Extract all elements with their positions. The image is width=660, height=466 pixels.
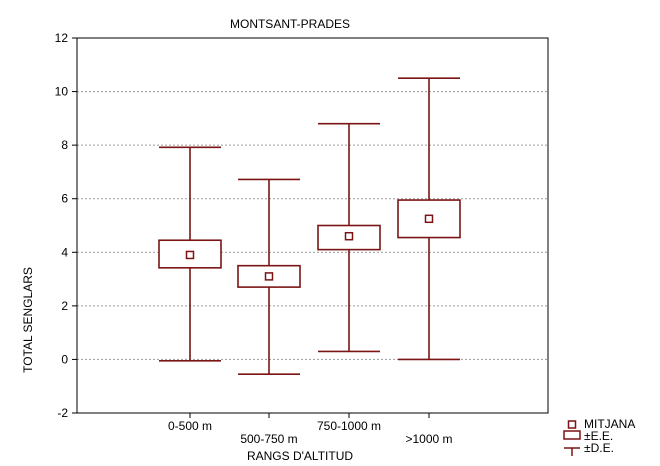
legend-mean-icon (567, 420, 577, 429)
x-tick-label: 0-500 m (168, 419, 212, 433)
plot-area: -2 0 2 4 6 8 10 12 0-500 m 500-750 m 750-1000 m >10… (55, 31, 549, 446)
mean-marker (424, 214, 434, 224)
x-tick-label: >1000 m (405, 432, 452, 446)
y-tick-label: 8 (61, 138, 68, 152)
mean-marker (185, 250, 195, 260)
y-tick-label: 0 (61, 352, 68, 366)
plot-frame (76, 37, 549, 414)
chart-title: MONTSANT-PRADES (230, 17, 350, 31)
y-tick-label: 2 (61, 299, 68, 313)
mean-marker (264, 272, 274, 281)
legend-se-icon (563, 430, 581, 440)
y-tick-label: 6 (61, 192, 68, 206)
legend-item-label: MITJANA (584, 417, 635, 431)
y-axis-label: TOTAL SENGLARS (21, 267, 35, 373)
legend: MITJANA±E.E.±D.E. (563, 417, 635, 456)
x-tick-label: 750-1000 m (317, 419, 381, 433)
x-axis-label: RANGS D'ALTITUD (247, 449, 353, 463)
y-tick-label: 12 (55, 31, 69, 45)
x-tick-label: 500-750 m (240, 432, 297, 446)
legend-item-label: ±D.E. (584, 441, 614, 455)
y-tick-label: 4 (61, 245, 68, 259)
y-tick-label: 10 (55, 85, 69, 99)
y-tick-label: -2 (57, 406, 68, 420)
mean-marker (344, 231, 354, 241)
legend-item-label: ±E.E. (584, 429, 613, 443)
